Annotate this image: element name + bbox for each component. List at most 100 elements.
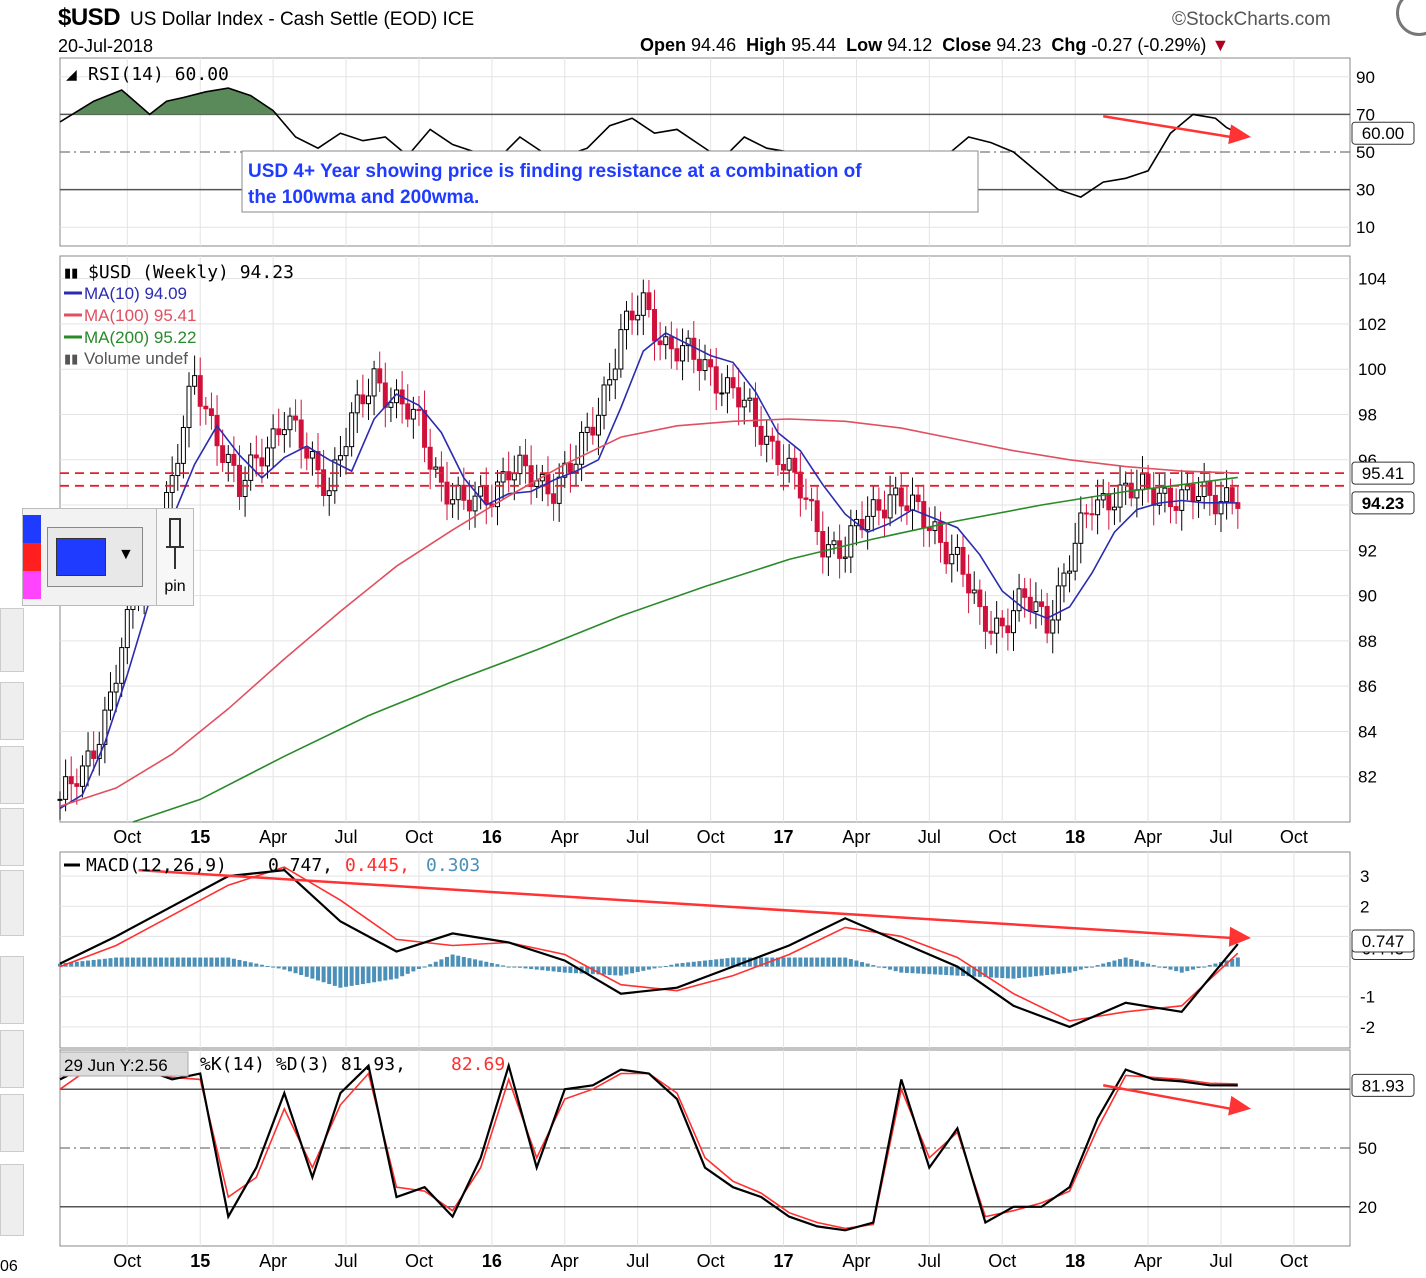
x-label-Jul: Jul bbox=[1209, 827, 1232, 847]
macd-hist-bar bbox=[613, 966, 618, 976]
macd-hist-bar bbox=[1235, 957, 1240, 967]
x-label-15: 15 bbox=[190, 827, 210, 847]
tool-button-trash[interactable] bbox=[0, 1094, 24, 1152]
macd-hist-bar bbox=[994, 966, 999, 978]
exchange-label: ICE bbox=[442, 9, 475, 30]
rsi-icon: ◢ bbox=[66, 66, 77, 82]
macd-hist-bar bbox=[1162, 966, 1167, 969]
macd-hist-bar bbox=[545, 966, 550, 971]
x-label-bottom-Apr: Apr bbox=[551, 1251, 579, 1271]
tool-button-wave[interactable] bbox=[0, 870, 24, 936]
macd-hist-bar bbox=[596, 966, 601, 975]
candle-body bbox=[949, 553, 955, 565]
tool-button-line[interactable] bbox=[0, 746, 24, 804]
swatch-blue[interactable] bbox=[23, 515, 41, 543]
candle-body bbox=[315, 451, 321, 471]
pin-button[interactable]: pin bbox=[156, 508, 194, 606]
stoch-k-line bbox=[59, 1061, 1238, 1232]
candle-body bbox=[938, 521, 944, 543]
candle-body bbox=[511, 473, 517, 481]
candle-body bbox=[769, 435, 775, 442]
macd-hist-bar bbox=[562, 966, 567, 973]
macd-hist-bar bbox=[512, 966, 517, 968]
macd-hist-bar bbox=[1118, 959, 1123, 967]
macd-hist-bar bbox=[775, 957, 780, 967]
candle-body bbox=[377, 368, 383, 384]
candle-body bbox=[343, 446, 349, 457]
candle-body bbox=[982, 606, 988, 632]
legend-ma-0: MA(10) 94.09 bbox=[84, 284, 187, 303]
x-label-Oct: Oct bbox=[1280, 827, 1308, 847]
selected-color bbox=[56, 538, 106, 576]
x-label-bottom-Oct: Oct bbox=[405, 1251, 433, 1271]
candle-body bbox=[354, 394, 360, 414]
tool-button-color[interactable] bbox=[0, 956, 24, 1024]
candle-body bbox=[236, 464, 242, 497]
high-label: High bbox=[746, 35, 787, 55]
macd-hist-bar bbox=[422, 966, 427, 968]
x-label-bottom-Jul: Jul bbox=[335, 1251, 358, 1271]
legend-ma-1: MA(100) 95.41 bbox=[84, 306, 196, 325]
macd-hist-bar bbox=[938, 966, 943, 975]
color-select[interactable]: ▼ bbox=[47, 527, 143, 587]
candle-body bbox=[422, 409, 428, 448]
candle-body bbox=[629, 310, 635, 321]
candle-body bbox=[680, 345, 686, 362]
macd-hist-bar bbox=[287, 966, 292, 972]
macd-hist-bar bbox=[394, 966, 399, 979]
candle-body bbox=[551, 493, 557, 504]
macd-hist-bar bbox=[680, 962, 685, 967]
price-tick-98: 98 bbox=[1358, 405, 1377, 424]
macd-hist-bar bbox=[635, 966, 640, 973]
candle-body bbox=[708, 359, 714, 368]
stoch-last-value: 81.93 bbox=[1362, 1076, 1405, 1095]
tool-button-scissors[interactable] bbox=[0, 682, 24, 740]
x-label-16: 16 bbox=[482, 827, 502, 847]
candle-body bbox=[696, 358, 702, 372]
x-label-bottom-Oct: Oct bbox=[113, 1251, 141, 1271]
macd-hist-bar bbox=[293, 966, 298, 974]
swatch-red[interactable] bbox=[23, 543, 41, 571]
candle-body bbox=[1218, 501, 1224, 515]
tool-button-zoom[interactable] bbox=[0, 608, 24, 672]
candle-body bbox=[764, 435, 770, 445]
candle-body bbox=[781, 463, 787, 471]
candle-body bbox=[410, 408, 416, 420]
macd-hist-bar bbox=[58, 963, 62, 967]
macd-hist-bar bbox=[377, 966, 382, 982]
tool-button-blank[interactable] bbox=[0, 1164, 24, 1236]
candle-body bbox=[994, 617, 1000, 634]
x-label-bottom-Apr: Apr bbox=[842, 1251, 870, 1271]
color-picker-widget[interactable]: ▼ bbox=[22, 508, 158, 606]
macd-hist-bar bbox=[484, 961, 489, 967]
macd-hist-bar bbox=[719, 958, 724, 967]
brand-name: StockCharts.com bbox=[1186, 9, 1331, 30]
macd-hist-bar bbox=[820, 957, 825, 967]
candle-body bbox=[1235, 502, 1241, 509]
tool-button-text[interactable] bbox=[0, 808, 24, 866]
macd-hist-bar bbox=[276, 966, 281, 969]
candle-body bbox=[971, 589, 977, 594]
candle-body bbox=[887, 494, 893, 519]
low-value: 94.12 bbox=[887, 35, 933, 55]
tool-button-circle[interactable] bbox=[0, 1030, 24, 1088]
macd-hist-bar bbox=[136, 957, 141, 967]
candle-body bbox=[702, 359, 708, 372]
candle-body bbox=[668, 336, 674, 350]
candle-body bbox=[1106, 493, 1112, 511]
macd-hist-bar bbox=[753, 957, 758, 967]
macd-hist-bar bbox=[1146, 963, 1151, 967]
macd-hist-bar bbox=[209, 957, 214, 967]
rsi-title: RSI(14) 60.00 bbox=[88, 64, 229, 85]
swatch-magenta[interactable] bbox=[23, 571, 41, 599]
candle-body bbox=[713, 366, 719, 394]
candle-body bbox=[494, 481, 500, 508]
candle-body bbox=[663, 336, 669, 346]
macd-hist-bar bbox=[1207, 965, 1212, 967]
x-label-Apr: Apr bbox=[259, 827, 287, 847]
macd-hist-bar bbox=[433, 961, 438, 967]
macd-hist-bar bbox=[663, 965, 668, 967]
macd-hist-bar bbox=[674, 963, 679, 967]
macd-hist-bar bbox=[770, 957, 775, 967]
macd-hist-bar bbox=[226, 957, 231, 967]
